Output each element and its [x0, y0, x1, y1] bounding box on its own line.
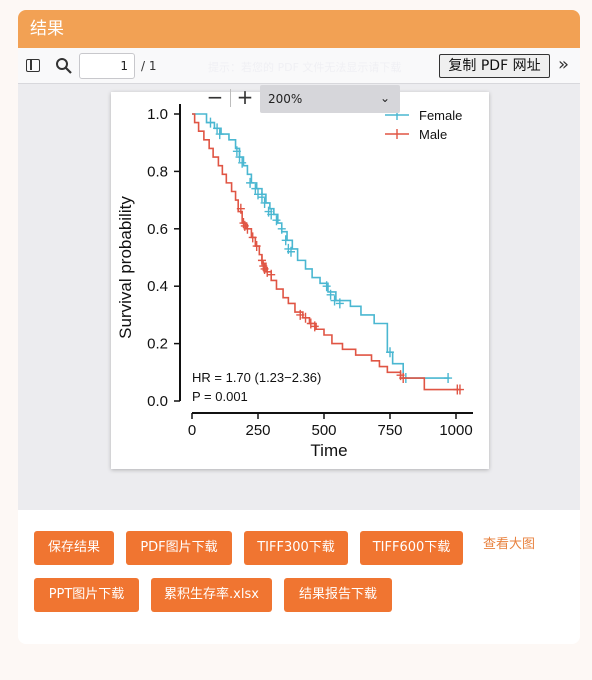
- y-tick-label: 0.8: [147, 163, 168, 180]
- pdf-viewer[interactable]: 0.0 0.2 0.4 0.6 0.8 1.0 0 250 500 750 1000 Time Surv…: [18, 84, 580, 510]
- censor-mark: [267, 209, 276, 220]
- x-tick-label: 250: [245, 422, 270, 439]
- sidebar-toggle-icon[interactable]: [26, 59, 40, 72]
- censor-mark: [260, 197, 269, 208]
- censor-mark: [455, 384, 464, 395]
- zoom-in-button[interactable]: +: [236, 85, 254, 109]
- km-curve-female: [192, 113, 450, 379]
- censor-mark: [213, 123, 222, 134]
- censor-mark: [322, 281, 331, 292]
- censor-mark: [301, 312, 310, 323]
- pdf-page: 0.0 0.2 0.4 0.6 0.8 1.0 0 250 500 750 1000 Time Surv…: [111, 92, 489, 469]
- zoom-select[interactable]: 200% ⌄: [260, 85, 400, 113]
- censor-mark: [251, 183, 260, 194]
- censor-mark: [215, 129, 224, 140]
- pdf-hint-text: 提示：若您的 PDF 文件无法显示请下载: [208, 61, 402, 74]
- censor-mark: [246, 177, 255, 188]
- y-tick-label: 0.4: [147, 278, 168, 295]
- pdf-download-button[interactable]: PDF图片下载: [126, 531, 232, 565]
- zoom-value: 200%: [268, 92, 303, 106]
- censor-mark: [248, 232, 257, 243]
- page-total: / 1: [141, 59, 157, 73]
- tiff600-download-button[interactable]: TIFF600下载: [360, 531, 463, 565]
- censor-mark: [267, 269, 276, 280]
- censor-mark: [326, 289, 335, 300]
- legend-label: Female: [419, 108, 462, 123]
- censor-mark: [310, 321, 319, 332]
- censor-mark: [287, 246, 295, 257]
- search-icon[interactable]: [55, 57, 73, 75]
- censor-mark: [386, 347, 394, 358]
- censor-mark: [236, 203, 245, 214]
- chart-annotation: HR = 1.70 (1.23−2.36): [192, 370, 321, 385]
- zoom-controls: − + 200% ⌄: [200, 85, 420, 113]
- censor-mark: [206, 117, 215, 128]
- censor-mark: [252, 241, 261, 252]
- x-tick-label: 1000: [439, 422, 472, 439]
- y-tick-label: 0.6: [147, 221, 168, 238]
- zoom-out-button[interactable]: −: [206, 85, 224, 109]
- panel-title: 结果: [30, 19, 64, 39]
- censor-mark: [281, 235, 290, 246]
- y-tick-label: 0.0: [147, 393, 168, 410]
- censor-mark: [296, 309, 305, 320]
- y-tick-label: 0.2: [147, 336, 168, 353]
- censor-mark: [272, 215, 281, 226]
- x-tick-label: 500: [311, 422, 336, 439]
- page-number-input[interactable]: [79, 53, 135, 79]
- censor-mark: [238, 157, 247, 168]
- x-tick-label: 0: [188, 422, 196, 439]
- censor-mark: [257, 192, 266, 203]
- copy-pdf-url-button[interactable]: 复制 PDF 网址: [439, 54, 550, 78]
- pdf-toolbar: / 1 提示：若您的 PDF 文件无法显示请下载 复制 PDF 网址 »: [18, 48, 580, 84]
- censor-mark: [444, 373, 453, 384]
- x-tick-label: 750: [377, 422, 402, 439]
- chart-annotation: P = 0.001: [192, 389, 248, 404]
- chevron-down-icon: ⌄: [380, 91, 391, 105]
- ppt-download-button[interactable]: PPT图片下载: [34, 578, 139, 612]
- view-large-image-link[interactable]: 查看大图: [483, 537, 536, 552]
- censor-mark: [330, 295, 339, 306]
- y-axis-title: Survival probability: [116, 196, 135, 339]
- survival-xlsx-download-button[interactable]: 累积生存率.xlsx: [151, 578, 272, 612]
- legend-label: Male: [419, 127, 447, 142]
- zoom-divider: [230, 89, 231, 107]
- censor-mark: [399, 373, 408, 384]
- censor-mark: [243, 223, 252, 234]
- report-download-button[interactable]: 结果报告下载: [284, 578, 392, 612]
- censor-mark: [277, 223, 286, 234]
- censor-mark: [257, 255, 266, 266]
- y-tick-label: 1.0: [147, 106, 168, 123]
- survival-chart: 0.0 0.2 0.4 0.6 0.8 1.0 0 250 500 750 1000 Time Surv…: [116, 104, 473, 460]
- save-results-button[interactable]: 保存结果: [34, 531, 114, 565]
- censor-mark: [232, 146, 241, 157]
- results-panel: 结果 / 1 提示：若您的 PDF 文件无法显示请下载 复制 PDF 网址 » …: [18, 10, 580, 644]
- panel-header: 结果: [18, 10, 580, 48]
- more-tools-icon[interactable]: »: [558, 54, 570, 75]
- censor-mark: [335, 298, 344, 309]
- x-axis-title: Time: [310, 441, 347, 460]
- censor-mark: [235, 152, 244, 163]
- km-curve-male: [192, 113, 459, 391]
- tiff300-download-button[interactable]: TIFF300下载: [244, 531, 348, 565]
